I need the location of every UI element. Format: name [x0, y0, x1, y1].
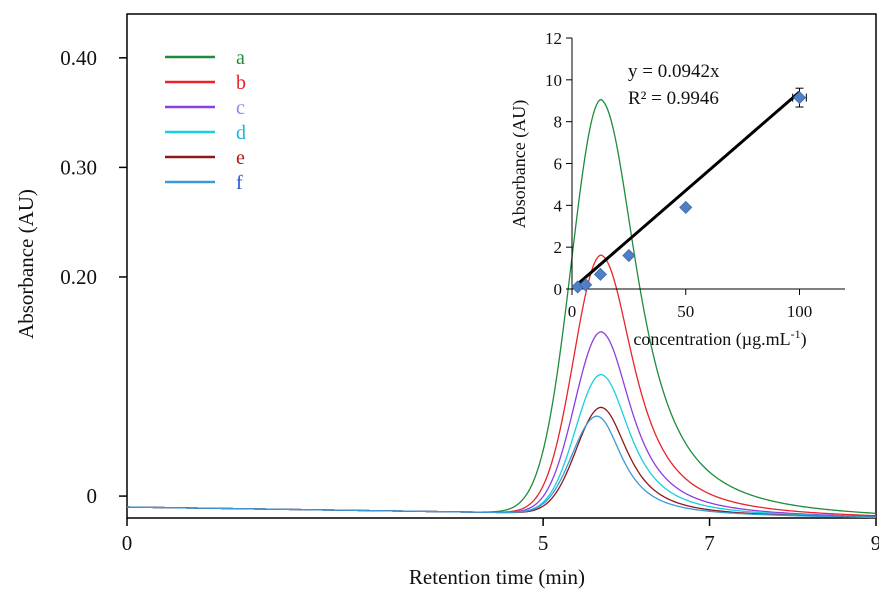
legend-label-e: e	[236, 147, 245, 169]
inset-y-tick-label: 2	[554, 238, 563, 257]
main-y-tick-label: 0.20	[60, 265, 97, 289]
inset-y-tick-label: 10	[545, 71, 562, 90]
inset-axes: 0 2 4 6 8 10 12 0 50 100	[545, 29, 845, 321]
main-series-lines	[126, 98, 877, 519]
series-line-d	[126, 373, 877, 518]
inset-regression-line	[575, 90, 801, 287]
inset-y-tick-label: 8	[554, 113, 563, 132]
inset-y-tick-label: 4	[554, 196, 563, 215]
inset-y-tick-label: 6	[554, 155, 563, 174]
inset-data-point	[593, 267, 608, 281]
series-line-b	[126, 254, 877, 517]
legend-label-b: b	[236, 72, 246, 94]
inset-x-axis-label: concentration (µg.mL-1)	[633, 327, 806, 350]
legend-label-d: d	[236, 122, 246, 144]
main-y-tick-label: 0.30	[60, 155, 97, 179]
main-x-tick-label: 0	[122, 531, 133, 555]
series-line-f	[126, 415, 877, 519]
inset-y-tick-label: 12	[545, 29, 562, 48]
inset-fit-line	[575, 90, 801, 287]
main-plot-frame	[126, 13, 877, 519]
legend-label-a: a	[236, 47, 245, 69]
inset-x-axis-label-sup: -1	[791, 327, 801, 341]
legend-label-f: f	[236, 172, 243, 194]
main-x-tick-label: 7	[704, 531, 715, 555]
inset-r-squared: R² = 0.9946	[628, 88, 719, 109]
inset-data-point	[622, 248, 636, 263]
series-line-e	[126, 406, 877, 519]
inset-y-axis-label: Absorbance (AU)	[509, 100, 530, 228]
main-x-tick-label: 9	[871, 531, 879, 555]
main-x-tick-label: 5	[538, 531, 549, 555]
inset-x-axis-label-suffix: )	[801, 329, 807, 350]
main-y-tick-label: 0.40	[60, 46, 97, 70]
inset-x-axis-label-main: concentration (µg.mL	[633, 329, 790, 350]
main-axes: 0 5 7 9 0 0.20 0.30 0.40	[60, 13, 879, 555]
inset-data-points	[571, 87, 807, 294]
main-x-axis-label: Retention time (min)	[409, 565, 585, 589]
inset-data-point	[792, 91, 807, 105]
inset-data-point	[579, 278, 593, 292]
inset-x-tick-label: 50	[677, 302, 694, 321]
inset-x-tick-label: 0	[568, 302, 577, 321]
legend-label-c: c	[236, 97, 245, 119]
main-y-axis-label: Absorbance (AU)	[14, 189, 38, 339]
inset-y-tick-label: 0	[554, 280, 563, 299]
inset-data-point	[679, 200, 693, 214]
series-line-c	[126, 331, 877, 518]
main-y-tick-label: 0	[87, 484, 98, 508]
inset-x-tick-label: 100	[787, 302, 813, 321]
inset-equation: y = 0.0942x	[628, 61, 720, 82]
